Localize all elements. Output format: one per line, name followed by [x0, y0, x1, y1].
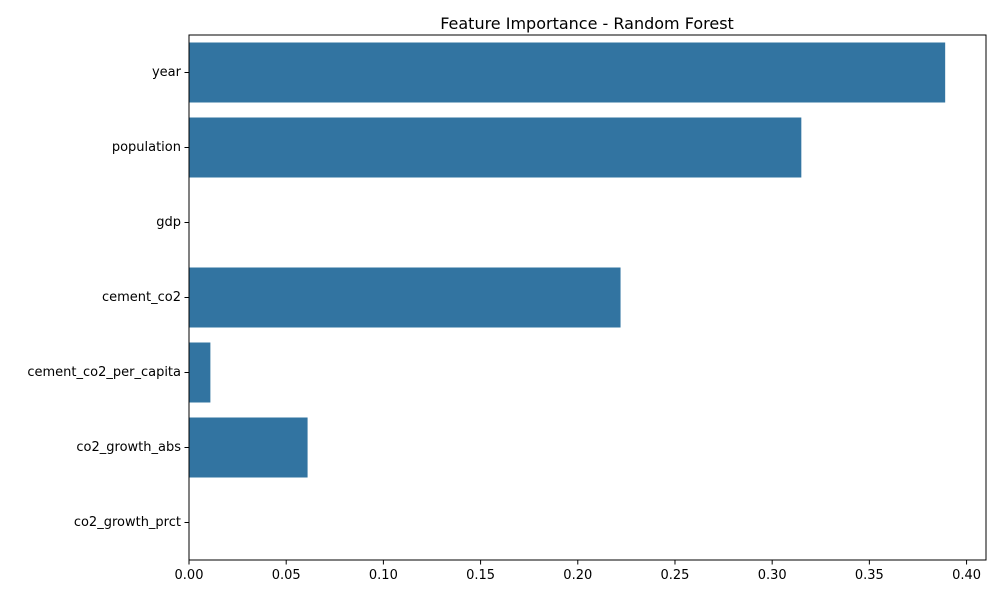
- x-ticks: 0.00 0.05 0.10 0.15 0.20 0.25 0.30 0.35 0.40: [175, 560, 981, 583]
- y-tick-label: population: [112, 140, 181, 155]
- x-tick-label: 0.15: [466, 568, 495, 583]
- y-tick-label: gdp: [156, 215, 181, 230]
- y-tick-label: co2_growth_prct: [74, 515, 181, 530]
- x-tick-label: 0.00: [175, 568, 204, 583]
- x-tick-label: 0.10: [369, 568, 398, 583]
- chart-title: Feature Importance - Random Forest: [440, 14, 734, 33]
- y-tick-label: year: [152, 65, 182, 80]
- y-tick-labels: year population gdp cement_co2 cement_co2_pe…: [27, 65, 189, 530]
- bar-cement-co2-per-capita: [189, 342, 211, 403]
- bar-year: [189, 42, 946, 103]
- x-tick-label: 0.25: [660, 568, 689, 583]
- x-tick-label: 0.05: [272, 568, 301, 583]
- x-tick-label: 0.40: [952, 568, 981, 583]
- bar-cement-co2: [189, 267, 621, 328]
- bar-co2-growth-abs: [189, 417, 308, 478]
- x-tick-label: 0.30: [758, 568, 787, 583]
- bars-group: [189, 42, 946, 478]
- y-tick-label: cement_co2: [102, 290, 181, 305]
- y-tick-label: co2_growth_abs: [76, 440, 181, 455]
- y-tick-label: cement_co2_per_capita: [27, 365, 181, 380]
- bar-population: [189, 117, 802, 178]
- x-tick-label: 0.35: [855, 568, 884, 583]
- axes-frame: [188, 34, 987, 561]
- x-tick-label: 0.20: [563, 568, 592, 583]
